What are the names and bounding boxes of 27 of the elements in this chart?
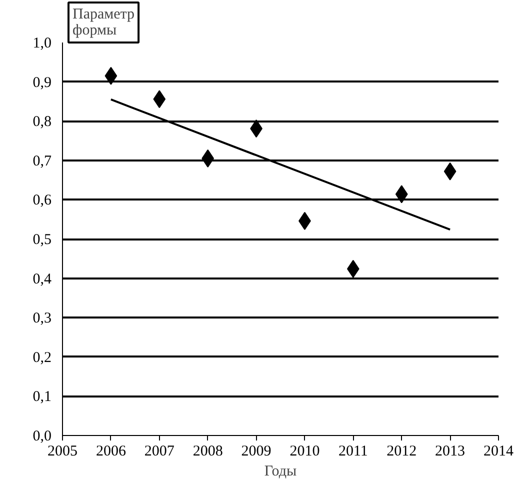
x-tick-label: 2007	[144, 444, 175, 460]
y-tick-label: 0,1	[32, 389, 52, 406]
x-tick-label: 2014	[484, 444, 514, 460]
x-tick-label: 2010	[290, 444, 320, 460]
y-tick-label: 0,3	[32, 310, 52, 327]
y-tick-label: 0,5	[32, 232, 52, 248]
x-tick-label: 2013	[435, 444, 466, 460]
y-tick-label: 1,0	[32, 36, 52, 52]
x-tick-label: 2009	[241, 444, 272, 460]
y-tick-label: 0,2	[32, 350, 52, 366]
y-tick-label: 0,0	[32, 428, 52, 444]
x-axis-title: Годы	[264, 464, 297, 480]
y-axis-title: Параметр формы	[72, 6, 135, 38]
y-tick-label: 0,9	[32, 74, 52, 91]
y-tick-label: 0,6	[32, 192, 52, 209]
y-tick-label: 0,8	[32, 114, 52, 130]
point	[153, 90, 166, 108]
y-tick-label: 0,4	[32, 271, 52, 288]
point	[444, 162, 456, 180]
x-tick-label: 2006	[96, 444, 126, 460]
x-tick-label: 2005	[48, 444, 78, 460]
x-tick-label: 2008	[192, 444, 223, 460]
x-tick-label: 2011	[338, 444, 368, 460]
x-tick-label: 2012	[386, 444, 417, 460]
y-tick-label: 0,7	[32, 153, 52, 170]
point	[395, 185, 408, 204]
point	[104, 66, 118, 85]
